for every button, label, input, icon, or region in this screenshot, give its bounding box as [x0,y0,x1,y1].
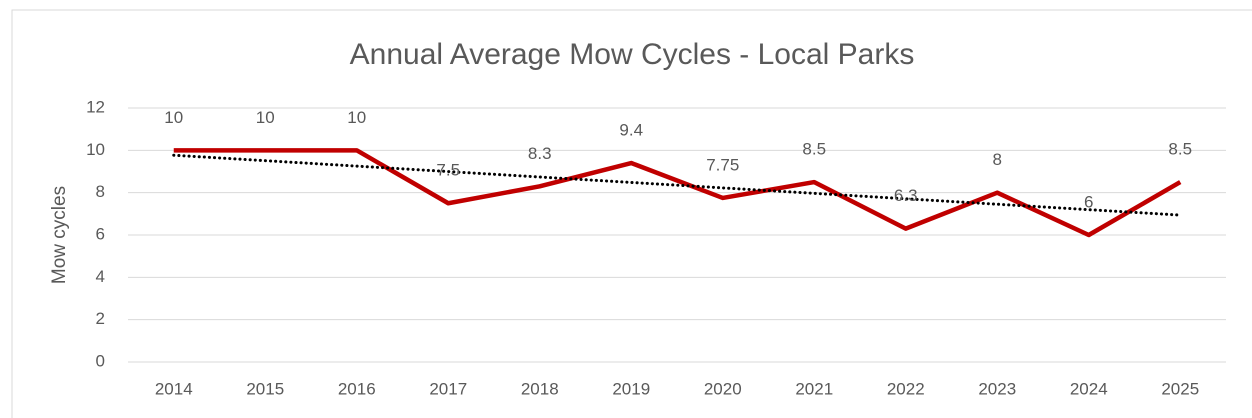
series-line [173,148,1182,238]
x-tick-label: 2020 [704,379,742,398]
trendline [172,153,1182,217]
x-tick-label: 2023 [978,379,1016,398]
y-tick-label: 4 [96,267,105,286]
x-tick-label: 2018 [521,379,559,398]
data-label: 6 [1084,192,1093,211]
data-label: 10 [256,108,275,127]
y-tick-label: 0 [96,351,105,370]
data-label: 7.5 [436,161,460,180]
data-label: 8 [993,150,1002,169]
data-label: 10 [164,108,183,127]
x-tick-label: 2014 [155,379,193,398]
chart-title: Annual Average Mow Cycles - Local Parks [350,38,915,71]
x-tick-label: 2022 [887,379,925,398]
y-tick-label: 10 [86,140,105,159]
y-tick-label: 6 [96,224,105,243]
x-tick-label: 2017 [429,379,467,398]
data-label: 8.5 [1168,140,1192,159]
data-label: 9.4 [619,121,643,140]
x-tick-label: 2016 [338,379,376,398]
data-label: 10 [347,108,366,127]
x-tick-label: 2024 [1070,379,1108,398]
y-tick-label: 2 [96,309,105,328]
y-tick-label: 8 [96,182,105,201]
y-axis-label: Mow cycles [49,186,70,284]
x-tick-label: 2025 [1161,379,1199,398]
x-tick-label: 2015 [246,379,284,398]
y-tick-label: 12 [86,97,105,116]
data-label: 7.75 [706,155,739,174]
x-tick-label: 2019 [612,379,650,398]
chart-frame [11,9,1252,418]
x-tick-label: 2021 [795,379,833,398]
data-label: 6.3 [894,186,918,205]
data-label: 8.3 [528,144,552,163]
data-label: 8.5 [802,140,826,159]
